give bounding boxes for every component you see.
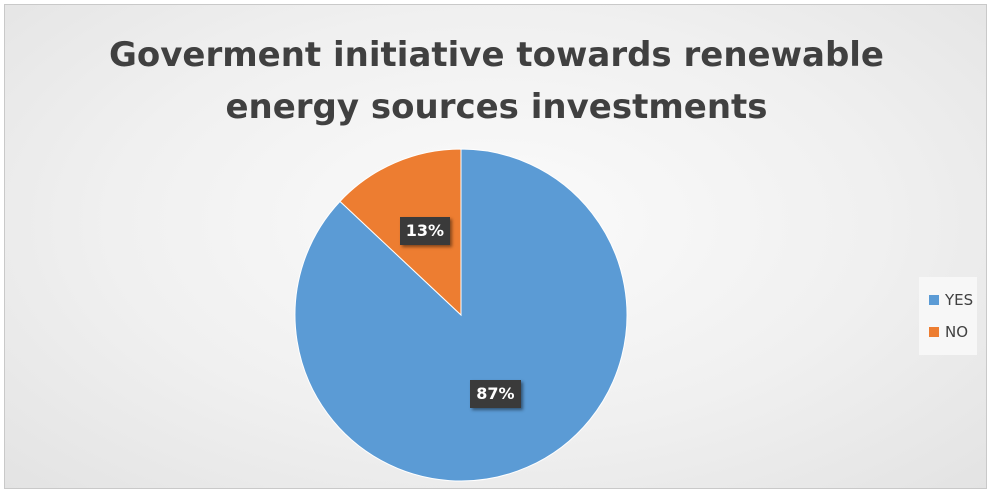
chart-title: Goverment initiative towards renewable e…	[5, 29, 988, 133]
legend-label-no: NO	[945, 323, 969, 341]
chart-area: Goverment initiative towards renewable e…	[4, 4, 987, 489]
data-label-no: 13%	[399, 217, 451, 246]
legend-swatch-yes	[929, 295, 939, 305]
legend-item-yes: YES	[929, 291, 973, 309]
chart-title-line-1: Goverment initiative towards renewable	[108, 35, 884, 75]
legend-swatch-no	[929, 327, 939, 337]
pie-plot	[294, 148, 628, 482]
legend-label-yes: YES	[945, 291, 974, 309]
legend-item-no: NO	[929, 323, 968, 341]
data-label-yes: 87%	[470, 380, 521, 409]
chart-title-line-2: energy sources investments	[225, 87, 768, 127]
legend: YES NO	[919, 277, 977, 355]
